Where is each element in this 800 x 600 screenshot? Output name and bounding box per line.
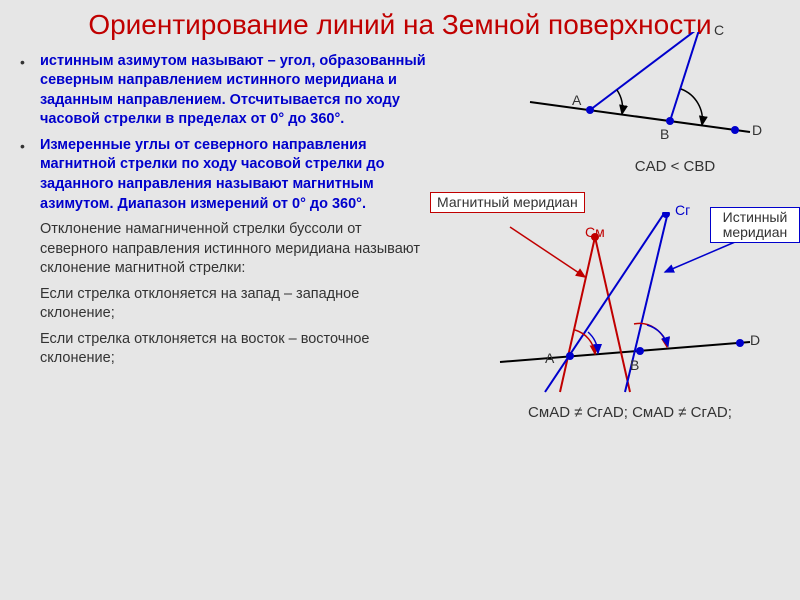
- paragraph-1: Отклонение намагниченной стрелки буссоли…: [20, 220, 430, 279]
- bullet-1-text: истинным азимутом называют – угол, образ…: [40, 52, 430, 130]
- d1-label-c: C: [714, 22, 724, 38]
- d1-label-b: B: [660, 126, 669, 142]
- ray-ac: [590, 32, 700, 110]
- arc-a: [617, 90, 623, 114]
- bullet-dot-icon: •: [20, 136, 40, 214]
- dot-a-2: [566, 352, 574, 360]
- dot-b-2: [636, 347, 644, 355]
- paragraph-2: Если стрелка отклоняется на запад – запа…: [20, 285, 430, 324]
- d1-label-a: A: [572, 92, 581, 108]
- mag-ray-b: [595, 237, 630, 392]
- d2-label-cm: См: [585, 224, 605, 240]
- d2-caption: СмAD ≠ СгAD; СмAD ≠ СгAD;: [500, 404, 760, 421]
- bullet-dot-icon: •: [20, 52, 40, 130]
- mag-ray-a: [560, 237, 595, 392]
- callout-true: [665, 242, 735, 272]
- dot-cg: [662, 212, 670, 218]
- box-magnetic-meridian: Магнитный меридиан: [430, 192, 585, 213]
- bullet-1: • истинным азимутом называют – угол, обр…: [20, 52, 430, 130]
- arc-b-true: [647, 325, 668, 346]
- text-column: • истинным азимутом называют – угол, обр…: [0, 52, 430, 375]
- arc-b: [681, 89, 702, 125]
- bullet-2: • Измеренные углы от северного направлен…: [20, 136, 430, 214]
- d2-label-cg: Сг: [675, 202, 690, 218]
- d1-label-d: D: [752, 122, 762, 138]
- callout-mag: [510, 227, 585, 277]
- line-ad-2: [500, 342, 750, 362]
- dot-d: [731, 126, 739, 134]
- d2-label-d: D: [750, 332, 760, 348]
- diagram-column: A B C D CAD < CBD: [430, 52, 800, 375]
- dot-b: [666, 117, 674, 125]
- line-ad: [530, 102, 750, 132]
- dot-d-2: [736, 339, 744, 347]
- dot-a: [586, 106, 594, 114]
- box-true-meridian: Истинный меридиан: [710, 207, 800, 244]
- bullet-2-text: Измеренные углы от северного направления…: [40, 136, 430, 214]
- content-area: • истинным азимутом называют – угол, обр…: [0, 52, 800, 375]
- d2-label-a: A: [545, 350, 554, 366]
- diagram-1: [470, 32, 770, 172]
- d1-caption: CAD < CBD: [610, 158, 740, 175]
- arc-a-true: [588, 332, 598, 353]
- paragraph-3: Если стрелка отклоняется на восток – вос…: [20, 330, 430, 369]
- d2-label-b: B: [630, 357, 639, 373]
